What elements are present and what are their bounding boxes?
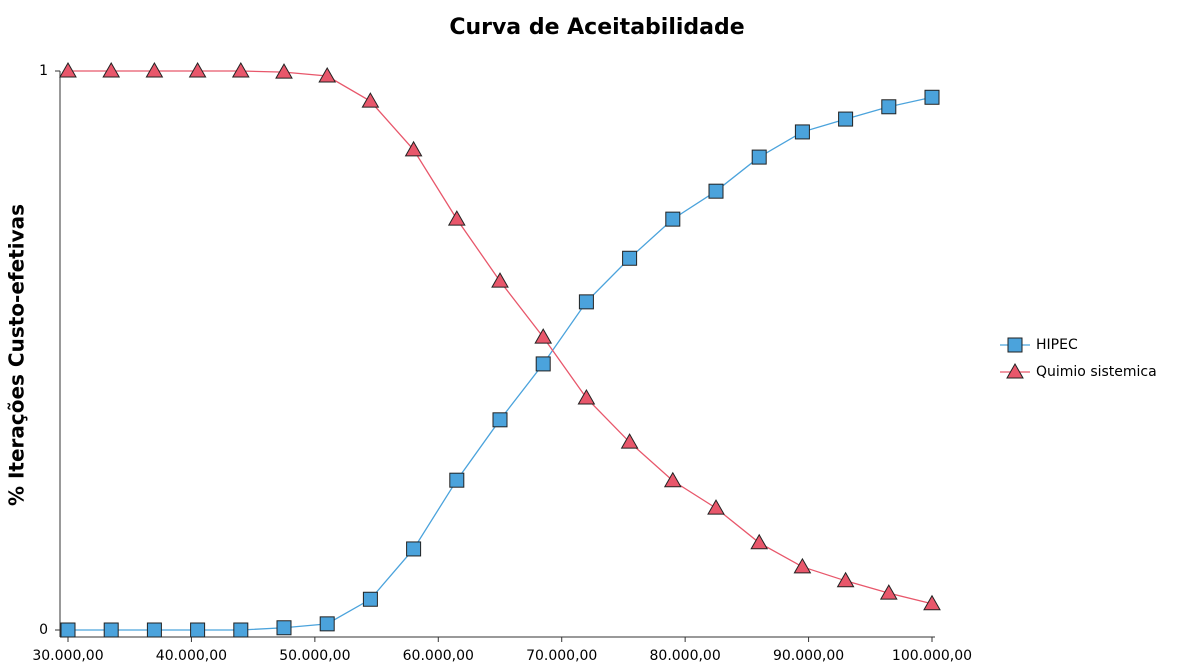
data-point: [794, 124, 810, 140]
data-point: [793, 557, 812, 574]
data-point: [406, 541, 422, 557]
data-point: [362, 591, 378, 607]
data-point: [838, 111, 854, 127]
y-tick-label: 1: [39, 63, 48, 79]
x-tick-label: 50.000,00: [279, 648, 350, 664]
legend-label: Quimio sistemica: [1036, 364, 1157, 380]
data-point: [188, 61, 207, 78]
data-point: [231, 61, 250, 78]
data-point: [102, 61, 121, 78]
x-tick-label: 70.000,00: [526, 648, 597, 664]
legend-marker: [1006, 362, 1024, 379]
data-point: [59, 61, 77, 78]
data-point: [750, 533, 769, 550]
series-line: [68, 96, 933, 631]
x-tick-label: 80.000,00: [650, 648, 721, 664]
data-point: [836, 571, 855, 588]
x-tick-label: 60.000,00: [403, 648, 474, 664]
data-point: [233, 622, 249, 638]
chart-title: Curva de Aceitabilidade: [449, 15, 744, 40]
data-point: [318, 67, 337, 83]
data-point: [578, 294, 594, 310]
x-tick-label: 40.000,00: [156, 648, 227, 664]
y-axis-label: % Iterações Custo-efetivas: [5, 204, 29, 506]
data-point: [146, 622, 162, 638]
data-point: [449, 472, 465, 488]
legend-marker: [1007, 337, 1023, 353]
y-tick-label: 0: [39, 622, 48, 638]
data-point: [275, 63, 293, 79]
data-point: [492, 412, 508, 428]
series-line: [68, 70, 933, 605]
data-point: [190, 622, 206, 638]
data-point: [622, 250, 638, 266]
data-point: [404, 140, 423, 157]
data-point: [923, 594, 941, 611]
x-tick-label: 100.000,00: [892, 648, 972, 664]
data-point: [534, 328, 553, 344]
x-tick-label: 30.000,00: [32, 648, 103, 664]
data-point: [145, 61, 164, 78]
data-point: [620, 433, 639, 449]
data-point: [361, 92, 380, 108]
data-point: [577, 389, 596, 405]
data-point: [707, 499, 725, 515]
data-point: [924, 89, 940, 105]
data-point: [491, 272, 509, 288]
data-point: [535, 356, 551, 372]
data-point: [663, 471, 682, 488]
data-point: [708, 183, 724, 199]
data-point: [276, 620, 292, 636]
data-point: [447, 210, 466, 226]
data-point: [103, 622, 119, 638]
data-point: [665, 211, 681, 227]
data-point: [879, 584, 898, 600]
x-tick-label: 90.000,00: [773, 648, 844, 664]
data-point: [60, 622, 76, 638]
legend-label: HIPEC: [1036, 337, 1078, 353]
data-point: [751, 149, 767, 165]
data-point: [881, 99, 897, 115]
data-point: [319, 616, 335, 632]
